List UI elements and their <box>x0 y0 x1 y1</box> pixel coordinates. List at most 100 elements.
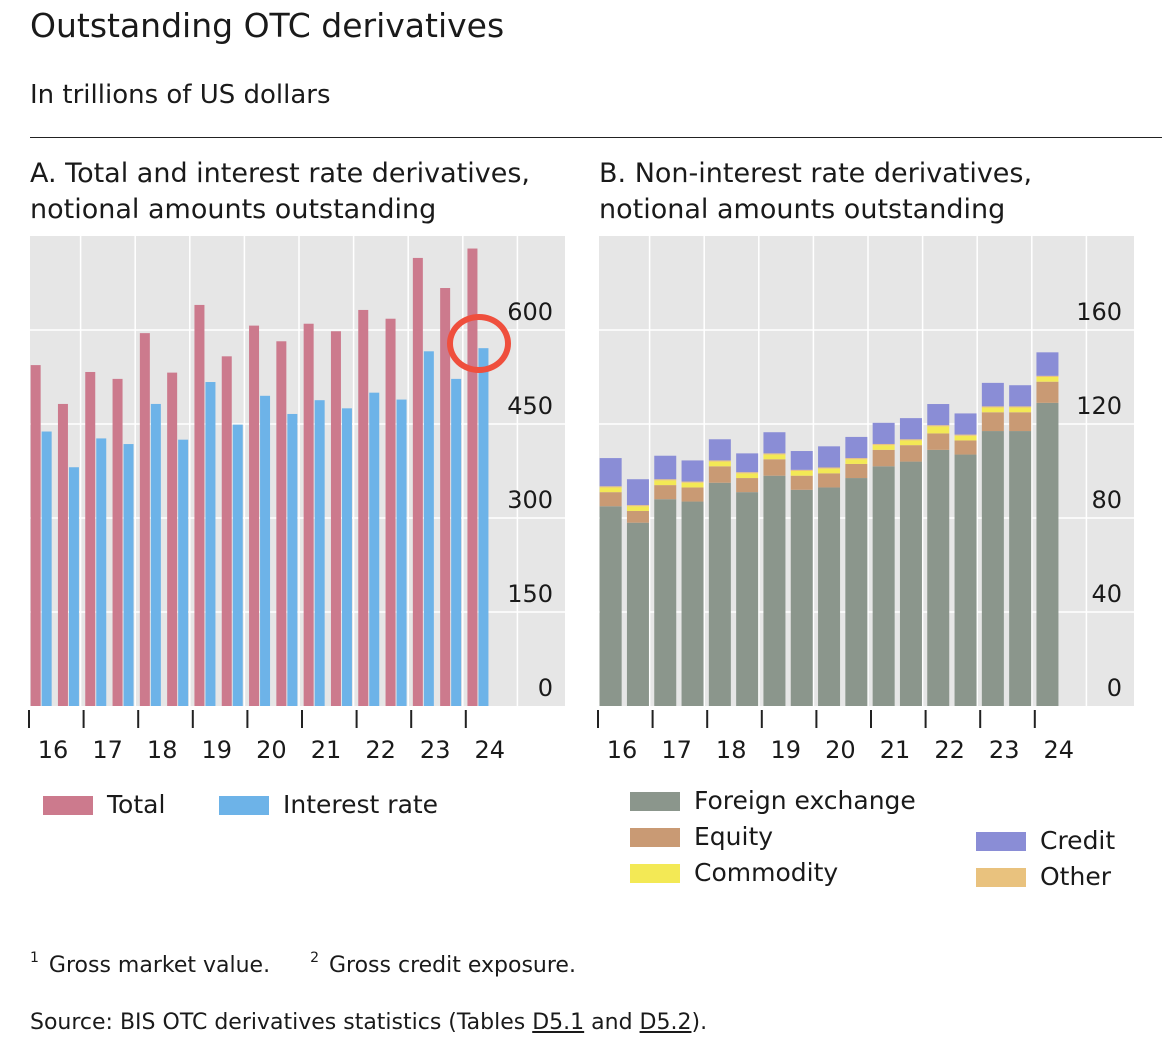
panel-b-bar-foreign-exchange-h2-2020 <box>845 478 868 706</box>
legend-foreign-exchange-swatch <box>630 792 680 811</box>
panel-b-bar-foreign-exchange-h1-2017 <box>654 499 677 706</box>
panel-b-bar-credit-h1-2018 <box>708 439 731 461</box>
panel-b-bar-equity-h2-2023 <box>1009 412 1032 432</box>
panel-a-xtick-label: 21 <box>311 736 342 764</box>
panel-b-bar-foreign-exchange-h2-2017 <box>681 501 704 706</box>
panel-b-xtick-label: 21 <box>880 736 911 764</box>
panel-a-bar-total-h1-2016 <box>30 365 41 706</box>
panel-b-bar-foreign-exchange-h1-2021 <box>872 466 895 706</box>
panel-b-bar-credit-h2-2023 <box>1009 385 1032 407</box>
panel-a-ytick-label: 600 <box>507 298 553 326</box>
panel-b-bar-other-h2-2022 <box>954 434 977 436</box>
panel-b-bar-commodity-h2-2019 <box>790 471 813 476</box>
legend-interest-rate-label: Interest rate <box>283 790 439 819</box>
legend-commodity-swatch <box>630 864 680 883</box>
panel-b-bar-credit-h1-2019 <box>763 432 786 454</box>
panel-a-bar-total-h2-2020 <box>276 341 287 706</box>
panel-b-bar-foreign-exchange-h1-2018 <box>708 482 731 706</box>
panel-b-bar-foreign-exchange-h1-2019 <box>763 475 786 706</box>
panel-a-xtick-label: 17 <box>92 736 123 764</box>
panel-b-bar-foreign-exchange-h2-2021 <box>899 461 922 706</box>
panel-b-bar-foreign-exchange-h2-2022 <box>954 454 977 706</box>
panel-b-bar-equity-h1-2018 <box>708 466 731 483</box>
panel-a-bar-total-h2-2022 <box>385 318 396 706</box>
panel-a-bar-interest-rate-h1-2020 <box>260 395 271 706</box>
panel-a-bar-interest-rate-h2-2018 <box>178 439 189 706</box>
panel-b-xtick-label: 23 <box>989 736 1020 764</box>
panel-b-bar-equity-h2-2019 <box>790 475 813 490</box>
panel-b-bar-equity-h1-2016 <box>599 492 622 507</box>
panel-b-bar-equity-h1-2022 <box>927 433 950 450</box>
source-suffix: ). <box>691 1010 708 1035</box>
panel-b-bar-other-h1-2017 <box>654 479 677 481</box>
legend-interest-rate-swatch <box>219 796 269 815</box>
panel-a-xtick-label: 20 <box>256 736 287 764</box>
panel-b-bar-other-h2-2020 <box>845 458 868 460</box>
panel-b-bar-credit-h2-2017 <box>681 460 704 482</box>
panel-b-bar-commodity-h1-2018 <box>708 461 731 467</box>
panel-b-bar-foreign-exchange-h2-2023 <box>1009 431 1032 706</box>
panel-a-bar-total-h1-2022 <box>358 309 369 706</box>
panel-b-bar-equity-h1-2021 <box>872 449 895 467</box>
panel-b-bar-equity-h1-2023 <box>981 412 1004 432</box>
panel-b-bar-credit-h1-2023 <box>981 382 1004 407</box>
panel-b-bar-other-h1-2020 <box>818 467 841 469</box>
panel-b-bar-credit-h2-2022 <box>954 413 977 435</box>
panel-b-bar-commodity-h2-2018 <box>736 473 759 479</box>
table-d5-1-link[interactable]: D5.1 <box>532 1010 585 1035</box>
panel-a-bar-interest-rate-h1-2016 <box>41 431 52 706</box>
panel-a-bar-interest-rate-h2-2021 <box>341 408 352 706</box>
panel-b-ytick-label: 80 <box>1091 486 1122 514</box>
panel-b-bar-other-h2-2019 <box>790 469 813 471</box>
panel-a-xtick-label: 18 <box>147 736 178 764</box>
panel-b-bar-credit-h2-2021 <box>899 418 922 440</box>
panel-b-bar-commodity-h1-2020 <box>818 468 841 474</box>
highlight-circle <box>447 314 511 373</box>
panel-a-ytick-label: 450 <box>507 392 553 420</box>
panel-b-ytick-label: 40 <box>1091 580 1122 608</box>
panel-b-bar-foreign-exchange-h2-2018 <box>736 492 759 706</box>
panel-b-xtick-label: 18 <box>716 736 747 764</box>
panel-b-bar-other-h1-2016 <box>599 486 622 488</box>
panel-b-bar-credit-h1-2022 <box>927 404 950 426</box>
panel-b-bar-equity-h2-2016 <box>626 510 649 523</box>
panel-a-ytick-label: 0 <box>538 674 553 702</box>
panel-a-bar-interest-rate-h2-2017 <box>123 444 134 706</box>
panel-b-xtick-label: 20 <box>825 736 856 764</box>
panel-a-xtick-label: 22 <box>365 736 396 764</box>
panel-b-bar-commodity-h2-2017 <box>681 482 704 488</box>
panel-a-xtick-label: 24 <box>475 736 506 764</box>
panel-a-xtick-label: 19 <box>202 736 233 764</box>
panel-b-bar-foreign-exchange-h1-2016 <box>599 506 622 706</box>
chart-title: Outstanding OTC derivatives <box>30 6 505 45</box>
panel-a-bar-interest-rate-h2-2016 <box>68 467 79 706</box>
panel-a-bar-interest-rate-h2-2019 <box>232 424 243 706</box>
panel-b-xtick-label: 24 <box>1044 736 1075 764</box>
legend-total-label: Total <box>107 790 166 819</box>
panel-b-ytick-label: 0 <box>1107 674 1122 702</box>
panel-a-bar-total-h1-2023 <box>412 257 423 706</box>
panel-b-title: B. Non-interest rate derivatives, notion… <box>599 158 1033 225</box>
panel-b-bar-equity-h2-2017 <box>681 487 704 502</box>
panel-b-bar-foreign-exchange-h2-2016 <box>626 522 649 706</box>
panel-a-bar-interest-rate-h1-2021 <box>314 400 325 706</box>
panel-b-bar-equity-h2-2018 <box>736 478 759 493</box>
panel-b-bar-commodity-h2-2023 <box>1009 407 1032 413</box>
panel-b-ytick-label: 160 <box>1076 298 1122 326</box>
panel-b-bar-commodity-h1-2019 <box>763 454 786 460</box>
footnote-2-marker: 2 <box>310 950 319 966</box>
panel-b-bar-other-h2-2018 <box>736 472 759 474</box>
panel-a-bar-total-h2-2023 <box>440 288 451 706</box>
panel-a-bar-total-h1-2018 <box>139 333 150 706</box>
panel-a-title: A. Total and interest rate derivatives, … <box>30 158 530 225</box>
footnotes: 1 Gross market value. 2 Gross credit expos… <box>30 950 576 978</box>
panel-b-bar-equity-h2-2020 <box>845 463 868 479</box>
footnote-1: Gross market value. <box>48 953 271 978</box>
table-d5-2-link[interactable]: D5.2 <box>639 1010 692 1035</box>
panel-b-bar-commodity-h1-2023 <box>981 407 1004 413</box>
panel-b-bar-equity-h1-2020 <box>818 473 841 488</box>
source-middle: and <box>584 1010 640 1035</box>
panel-b-xtick-label: 16 <box>607 736 638 764</box>
panel-b-xtick-label: 19 <box>771 736 802 764</box>
panel-b-bar-credit-h1-2024 <box>1036 352 1059 376</box>
